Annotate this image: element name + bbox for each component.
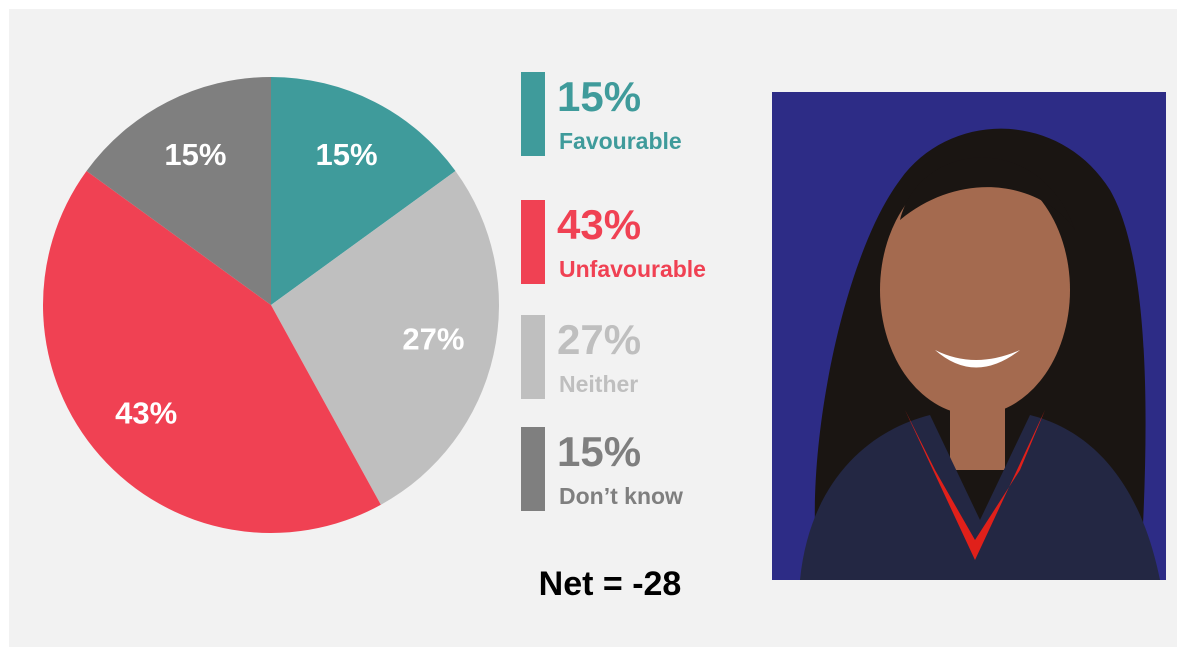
pie-slice — [42, 170, 381, 533]
legend-label: Favourable — [559, 128, 682, 154]
slice-label: 15% — [164, 137, 226, 172]
legend-swatch — [521, 427, 545, 511]
portrait-photo — [772, 92, 1166, 581]
legend-label: Don’t know — [559, 483, 683, 509]
legend-swatch — [521, 315, 545, 399]
legend-value: 43% — [557, 201, 641, 248]
pie-slice — [271, 77, 456, 305]
legend-value: 15% — [557, 73, 641, 120]
slice-label: 15% — [316, 137, 378, 172]
slice-label: 43% — [115, 395, 177, 430]
pie-slice — [86, 77, 271, 305]
slice-label: 27% — [402, 321, 464, 356]
legend-value: 27% — [557, 316, 641, 363]
legend-swatch — [521, 200, 545, 284]
legend-label: Unfavourable — [559, 256, 706, 282]
net-annotation: Net = -28 — [539, 565, 682, 603]
legend-swatch — [521, 72, 545, 156]
legend-label: Neither — [559, 371, 638, 397]
pie-slice — [271, 170, 500, 505]
legend-value: 15% — [557, 428, 641, 475]
